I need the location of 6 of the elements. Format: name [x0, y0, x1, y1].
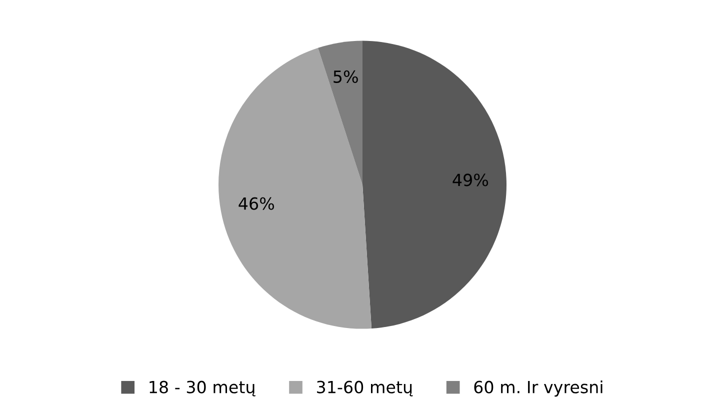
- data-label: 5%: [334, 70, 358, 83]
- data-label: 49%: [452, 174, 488, 186]
- data-label: 46%: [238, 197, 274, 210]
- legend-label: 60 m. Ir vyresni: [474, 380, 602, 397]
- legend-label: 18 - 30 metų: [150, 380, 256, 396]
- legend-label: 31-60 metų: [317, 380, 413, 396]
